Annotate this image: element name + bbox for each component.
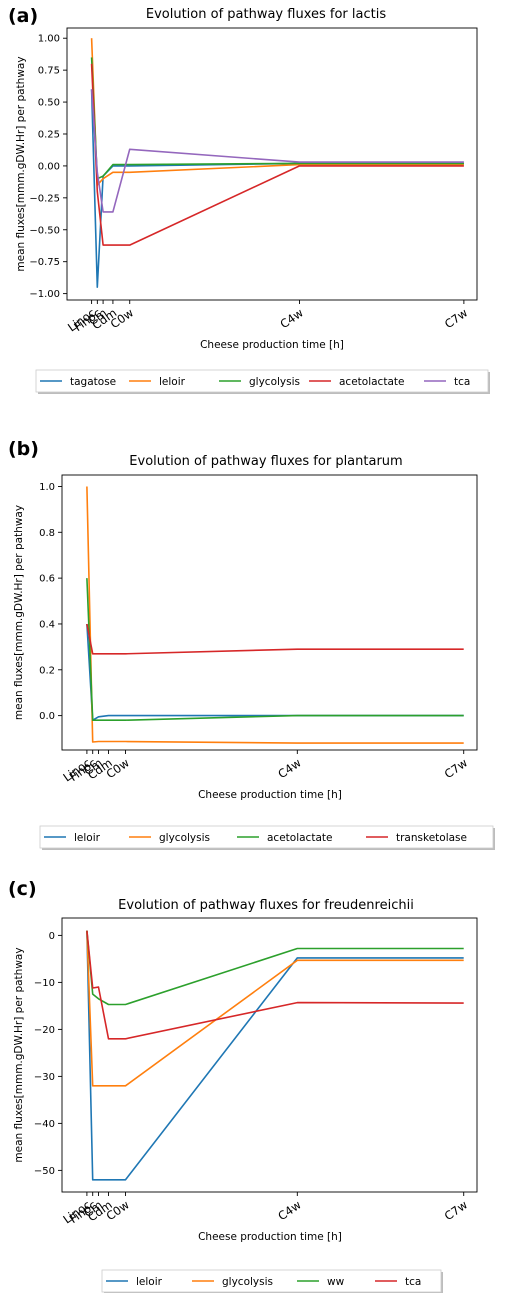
panel-letter: (a) bbox=[8, 5, 38, 27]
y-axis-label: mean fluxes[mmm.gDW.Hr] per pathway bbox=[15, 56, 27, 271]
y-tick-label: 1.00 bbox=[38, 34, 60, 45]
y-tick-label: 0.00 bbox=[38, 161, 60, 172]
plot-frame bbox=[62, 918, 477, 1192]
legend-entry: tca bbox=[454, 376, 470, 388]
series-line-glycolysis bbox=[87, 931, 464, 1086]
x-tick-label: C4w bbox=[275, 1198, 303, 1224]
legend-entry: leloir bbox=[136, 1276, 163, 1288]
y-tick-label: 0.4 bbox=[39, 619, 55, 630]
y-tick-label: 0.8 bbox=[39, 528, 55, 539]
x-tick-label: C4w bbox=[277, 306, 305, 332]
x-axis-label: Cheese production time [h] bbox=[198, 1231, 342, 1243]
y-tick-label: −0.75 bbox=[29, 257, 60, 268]
series-line-glycolysis bbox=[87, 487, 464, 744]
legend-entry: ww bbox=[327, 1276, 345, 1288]
legend-entry: acetolactate bbox=[339, 376, 404, 388]
series-line-acetolactate bbox=[92, 64, 464, 245]
legend-entry: glycolysis bbox=[222, 1276, 273, 1288]
series-group bbox=[87, 931, 464, 1180]
chart-title: Evolution of pathway fluxes for freudenr… bbox=[118, 898, 414, 913]
series-line-ww bbox=[87, 931, 464, 1005]
series-line-tca bbox=[87, 931, 464, 1039]
panel-letter: (b) bbox=[8, 438, 39, 460]
chart-panel-1: (b) Evolution of pathway fluxes for plant… bbox=[8, 438, 495, 850]
y-tick-label: −0.50 bbox=[29, 225, 60, 236]
y-tick-label: 0.6 bbox=[39, 574, 55, 585]
y-tick-label: −50 bbox=[34, 1166, 55, 1177]
legend: leloir glycolysis acetolactate transketolas… bbox=[40, 826, 495, 850]
legend-entry: transketolase bbox=[396, 832, 467, 844]
legend-entry: glycolysis bbox=[249, 376, 300, 388]
y-tick-label: 0 bbox=[49, 931, 55, 942]
series-group bbox=[92, 38, 464, 287]
chart-panel-0: (a) Evolution of pathway fluxes for lacti… bbox=[8, 5, 490, 394]
chart-title: Evolution of pathway fluxes for plantaru… bbox=[129, 454, 402, 469]
y-tick-label: −30 bbox=[34, 1072, 55, 1083]
legend: tagatose leloir glycolysis acetolactate tca bbox=[36, 370, 490, 394]
y-tick-label: 0.2 bbox=[39, 665, 55, 676]
series-line-leloir bbox=[87, 931, 464, 1180]
legend-entry: tagatose bbox=[70, 376, 116, 388]
x-tick-label: C7w bbox=[442, 306, 470, 332]
y-tick-label: −40 bbox=[34, 1119, 55, 1130]
series-line-leloir bbox=[87, 624, 464, 720]
y-tick-label: 1.0 bbox=[39, 482, 55, 493]
x-tick-label: C7w bbox=[442, 1198, 470, 1224]
x-axis-label: Cheese production time [h] bbox=[198, 789, 342, 801]
y-tick-label: −0.25 bbox=[29, 193, 60, 204]
y-tick-label: 0.25 bbox=[38, 129, 60, 140]
y-tick-label: −1.00 bbox=[29, 289, 60, 300]
y-axis-label: mean fluxes[mmm.gDW.Hr] per pathway bbox=[13, 505, 25, 720]
legend-entry: tca bbox=[405, 1276, 421, 1288]
y-tick-label: 0.0 bbox=[39, 711, 55, 722]
y-tick-label: −10 bbox=[34, 978, 55, 989]
series-line-transketolase bbox=[87, 624, 464, 654]
legend-entry: glycolysis bbox=[159, 832, 210, 844]
y-tick-label: −20 bbox=[34, 1025, 55, 1036]
x-axis-label: Cheese production time [h] bbox=[200, 339, 344, 351]
y-tick-label: 0.50 bbox=[38, 98, 60, 109]
series-group bbox=[87, 487, 464, 744]
panel-letter: (c) bbox=[8, 878, 37, 900]
x-tick-label: C4w bbox=[275, 756, 303, 782]
series-line-tagatose bbox=[92, 89, 464, 287]
chart-panel-2: (c) Evolution of pathway fluxes for freud… bbox=[8, 878, 477, 1293]
y-axis-label: mean fluxes[mmm.gDW.Hr] per pathway bbox=[13, 947, 25, 1162]
plot-frame bbox=[62, 475, 477, 750]
legend-entry: leloir bbox=[159, 376, 186, 388]
x-tick-label: C7w bbox=[442, 756, 470, 782]
legend: leloir glycolysis ww tca bbox=[102, 1270, 443, 1293]
legend-entry: acetolactate bbox=[267, 832, 332, 844]
legend-entry: leloir bbox=[74, 832, 101, 844]
chart-title: Evolution of pathway fluxes for lactis bbox=[146, 7, 386, 22]
series-line-tca bbox=[92, 89, 464, 212]
y-tick-label: 0.75 bbox=[38, 66, 60, 77]
